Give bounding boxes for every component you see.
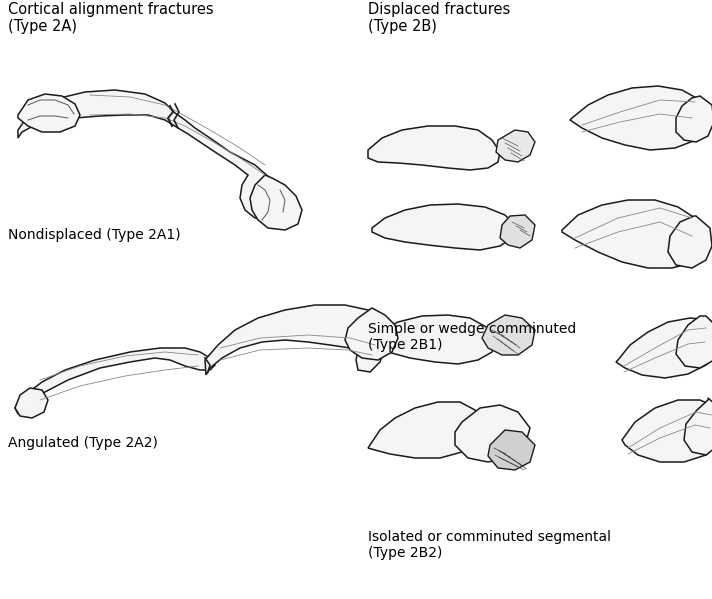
Polygon shape	[500, 215, 535, 248]
Polygon shape	[562, 200, 710, 268]
Polygon shape	[496, 130, 535, 162]
Polygon shape	[250, 175, 302, 230]
Text: Nondisplaced (Type 2A1): Nondisplaced (Type 2A1)	[8, 228, 181, 242]
Polygon shape	[345, 308, 398, 360]
Polygon shape	[488, 430, 535, 470]
Polygon shape	[368, 126, 500, 170]
Polygon shape	[18, 94, 80, 132]
Polygon shape	[368, 402, 482, 458]
Polygon shape	[676, 96, 712, 142]
Text: Cortical alignment fractures
(Type 2A): Cortical alignment fractures (Type 2A)	[8, 2, 214, 34]
Polygon shape	[364, 315, 496, 364]
Polygon shape	[356, 325, 385, 372]
Polygon shape	[570, 86, 710, 150]
Polygon shape	[622, 400, 712, 462]
Polygon shape	[372, 204, 515, 250]
Polygon shape	[616, 318, 712, 378]
Polygon shape	[668, 216, 712, 268]
Polygon shape	[684, 398, 712, 455]
Polygon shape	[676, 316, 712, 368]
Polygon shape	[482, 315, 535, 355]
Text: Isolated or comminuted segmental
(Type 2B2): Isolated or comminuted segmental (Type 2…	[368, 530, 611, 560]
Text: Displaced fractures
(Type 2B): Displaced fractures (Type 2B)	[368, 2, 511, 34]
Polygon shape	[18, 90, 278, 220]
Text: Angulated (Type 2A2): Angulated (Type 2A2)	[8, 436, 158, 450]
Polygon shape	[455, 405, 530, 462]
Polygon shape	[15, 348, 215, 414]
Polygon shape	[15, 388, 48, 418]
Polygon shape	[205, 305, 385, 375]
Text: Simple or wedge comminuted
(Type 2B1): Simple or wedge comminuted (Type 2B1)	[368, 322, 576, 352]
